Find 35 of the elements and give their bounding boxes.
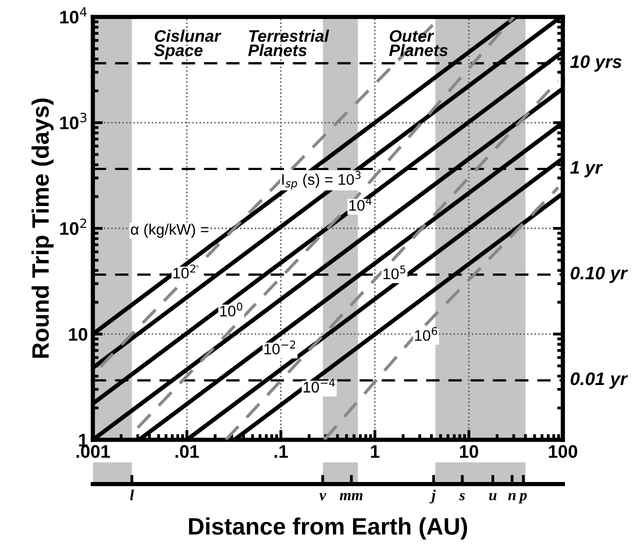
ref-line-label: 1 yr [570,161,603,178]
annotation: 10$^{0}$ [220,302,242,316]
x-tick-label: 1 [370,445,380,458]
annotation: 10$^{2}$ [173,264,196,278]
ref-line-label: 0.01 yr [570,372,628,389]
x-tick-label: .001 [76,445,110,458]
text: s [459,492,465,500]
annotation: 10$^{5}$ [383,265,406,280]
y-tick-label: 10$^{3}$ [60,112,86,130]
ref-line-label: 10 yrs [570,55,622,72]
x-axis-title: Distance from Earth (AU) [189,517,468,540]
x-tick-label: .1 [274,445,288,458]
annotation: 10$^{−2}$ [264,340,296,354]
x-tick-label: 10 [460,445,478,458]
text: v [319,493,326,500]
text: n [508,492,516,500]
ref-line-label: 0.10 yr [570,266,628,284]
x-tick-label: 100 [548,445,578,458]
y-tick-label: 10$^{2}$ [60,218,86,235]
annotation: α (kg/kW) = [130,224,208,238]
annotation: 10$^{6}$ [415,326,438,341]
y-tick-label: 10$^{4}$ [60,7,87,24]
text: p [518,492,527,504]
annotation: Cislunar Space [154,30,222,60]
annotation: I$_{sp}$ (s) = 10$^{3}$ [282,170,361,190]
text: j [429,490,436,504]
y-axis-title: Round Trip Time (days) [32,98,54,358]
annotation: 10$^{−4}$ [304,378,335,393]
x-tick-label: .01 [176,445,199,458]
text: l [130,490,134,500]
annotation: Terrestrial Planets [248,30,330,56]
text: mm [340,492,363,500]
annotation: Outer Planets [389,30,448,56]
y-tick-label: 10 [69,328,88,341]
text: u [489,493,497,500]
